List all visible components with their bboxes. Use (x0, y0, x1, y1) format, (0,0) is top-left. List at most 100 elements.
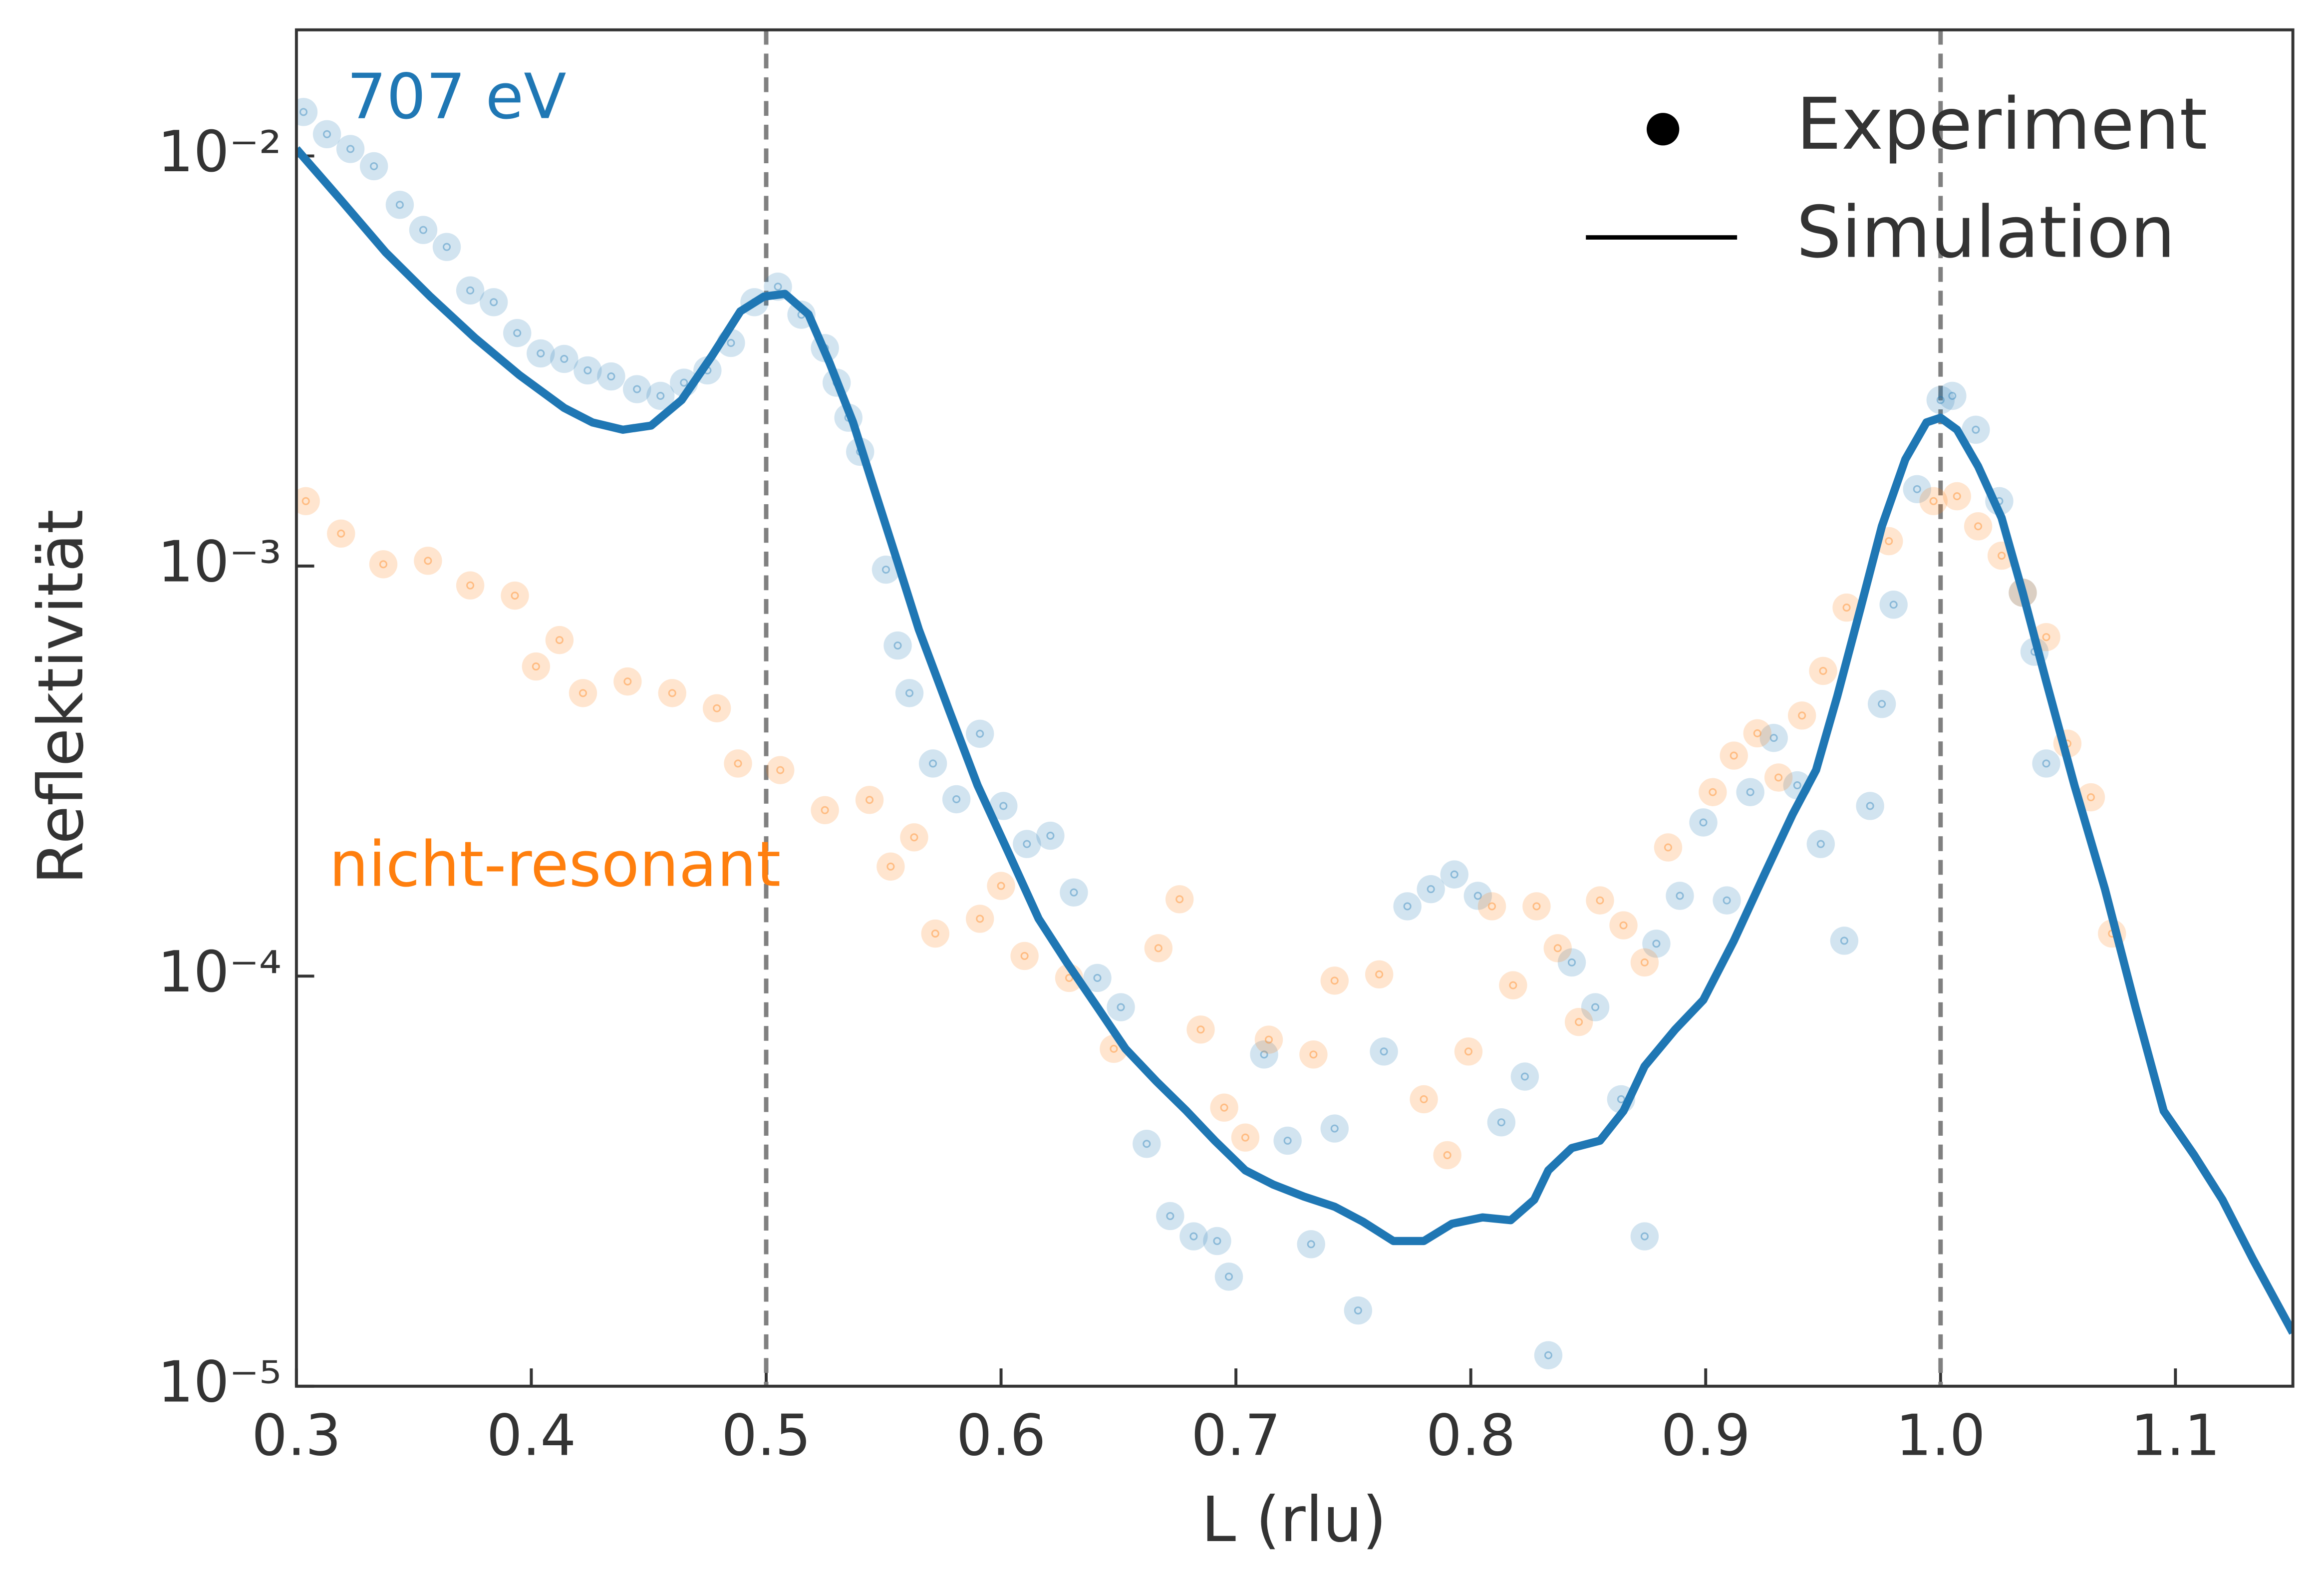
data-point (872, 555, 900, 584)
data-point (702, 694, 731, 722)
data-point (1856, 792, 1884, 820)
point-marker (1736, 778, 1764, 806)
point-center (1403, 902, 1412, 911)
data-point (1254, 1025, 1283, 1054)
point-center (579, 689, 587, 697)
point-center (1998, 552, 2006, 560)
point-marker (359, 152, 388, 181)
data-point (658, 679, 686, 707)
point-marker (1510, 1062, 1539, 1091)
point-center (1842, 604, 1851, 612)
point-center (821, 806, 829, 814)
data-point (1806, 830, 1835, 858)
data-point (989, 792, 1018, 820)
data-point (1299, 1040, 1328, 1069)
point-center (537, 349, 545, 357)
data-point (296, 98, 318, 126)
point-center (1046, 832, 1055, 840)
data-point (646, 381, 675, 410)
data-point (1344, 1296, 1373, 1325)
point-center (1798, 711, 1806, 720)
point-center (299, 108, 308, 116)
point-marker (1165, 885, 1194, 914)
point-marker (1365, 960, 1394, 988)
point-marker (1557, 948, 1586, 977)
data-point (312, 120, 341, 149)
point-marker (1630, 948, 1659, 977)
point-marker (456, 571, 485, 600)
point-center (1676, 892, 1684, 900)
point-marker (1879, 591, 1908, 619)
point-center (1652, 940, 1661, 948)
data-point (1557, 948, 1586, 977)
data-point (1867, 689, 1896, 718)
point-center (1746, 788, 1754, 796)
point-marker (1964, 512, 1993, 541)
point-center (1375, 970, 1384, 978)
point-marker (503, 318, 532, 347)
point-center (1972, 425, 1980, 434)
data-point (1543, 934, 1572, 962)
point-center (513, 329, 522, 337)
data-point (503, 318, 532, 347)
point-center (419, 226, 427, 234)
data-point (1630, 1222, 1659, 1251)
point-center (1664, 843, 1672, 852)
point-center (1175, 895, 1184, 904)
point-marker (646, 381, 675, 410)
point-center (2042, 633, 2050, 641)
y-tick-label: 10⁻⁴ (158, 939, 282, 1005)
data-point (965, 905, 994, 933)
x-tick-label: 0.4 (487, 1402, 576, 1468)
point-center (1753, 729, 1761, 737)
point-marker (1759, 723, 1788, 752)
data-point (1964, 512, 1993, 541)
point-marker (1487, 1108, 1516, 1137)
data-point (1581, 993, 1610, 1021)
point-center (893, 641, 902, 650)
x-tick-label: 1.1 (2131, 1402, 2220, 1468)
data-point (550, 344, 579, 373)
data-point (359, 152, 388, 181)
y-tick-label: 10⁻³ (158, 529, 282, 595)
point-marker (1454, 1037, 1483, 1066)
point-center (555, 636, 564, 644)
point-center (424, 557, 432, 565)
point-marker (414, 547, 442, 575)
point-center (734, 759, 742, 768)
point-marker (1806, 830, 1835, 858)
point-center (668, 689, 676, 697)
data-point (1463, 882, 1492, 910)
point-center (301, 497, 310, 505)
point-center (1596, 896, 1604, 905)
point-marker (1210, 1093, 1238, 1122)
data-point (921, 919, 950, 948)
point-center (1878, 700, 1886, 708)
data-point (1250, 1040, 1278, 1069)
point-marker (1060, 878, 1088, 907)
data-point (1787, 701, 1816, 730)
x-tick-label: 0.8 (1426, 1402, 1515, 1468)
point-center (1497, 1118, 1505, 1127)
data-point (1764, 763, 1793, 792)
point-center (1640, 958, 1649, 966)
data-point (1203, 1227, 1231, 1256)
point-center (633, 385, 641, 393)
point-marker (522, 652, 551, 681)
point-center (1840, 937, 1848, 945)
x-tick-label: 0.5 (721, 1402, 811, 1468)
data-point (1107, 993, 1135, 1021)
point-center (1819, 666, 1827, 675)
data-point (1186, 1015, 1215, 1044)
point-center (1464, 1047, 1472, 1056)
point-center (1023, 840, 1031, 848)
point-center (680, 378, 688, 387)
data-point (1903, 475, 1931, 504)
point-marker (432, 233, 461, 261)
data-point (1919, 487, 1948, 515)
data-point (1320, 966, 1349, 995)
point-marker (597, 362, 625, 391)
point-marker (766, 756, 795, 784)
point-center (466, 581, 475, 590)
point-marker (1254, 1025, 1283, 1054)
